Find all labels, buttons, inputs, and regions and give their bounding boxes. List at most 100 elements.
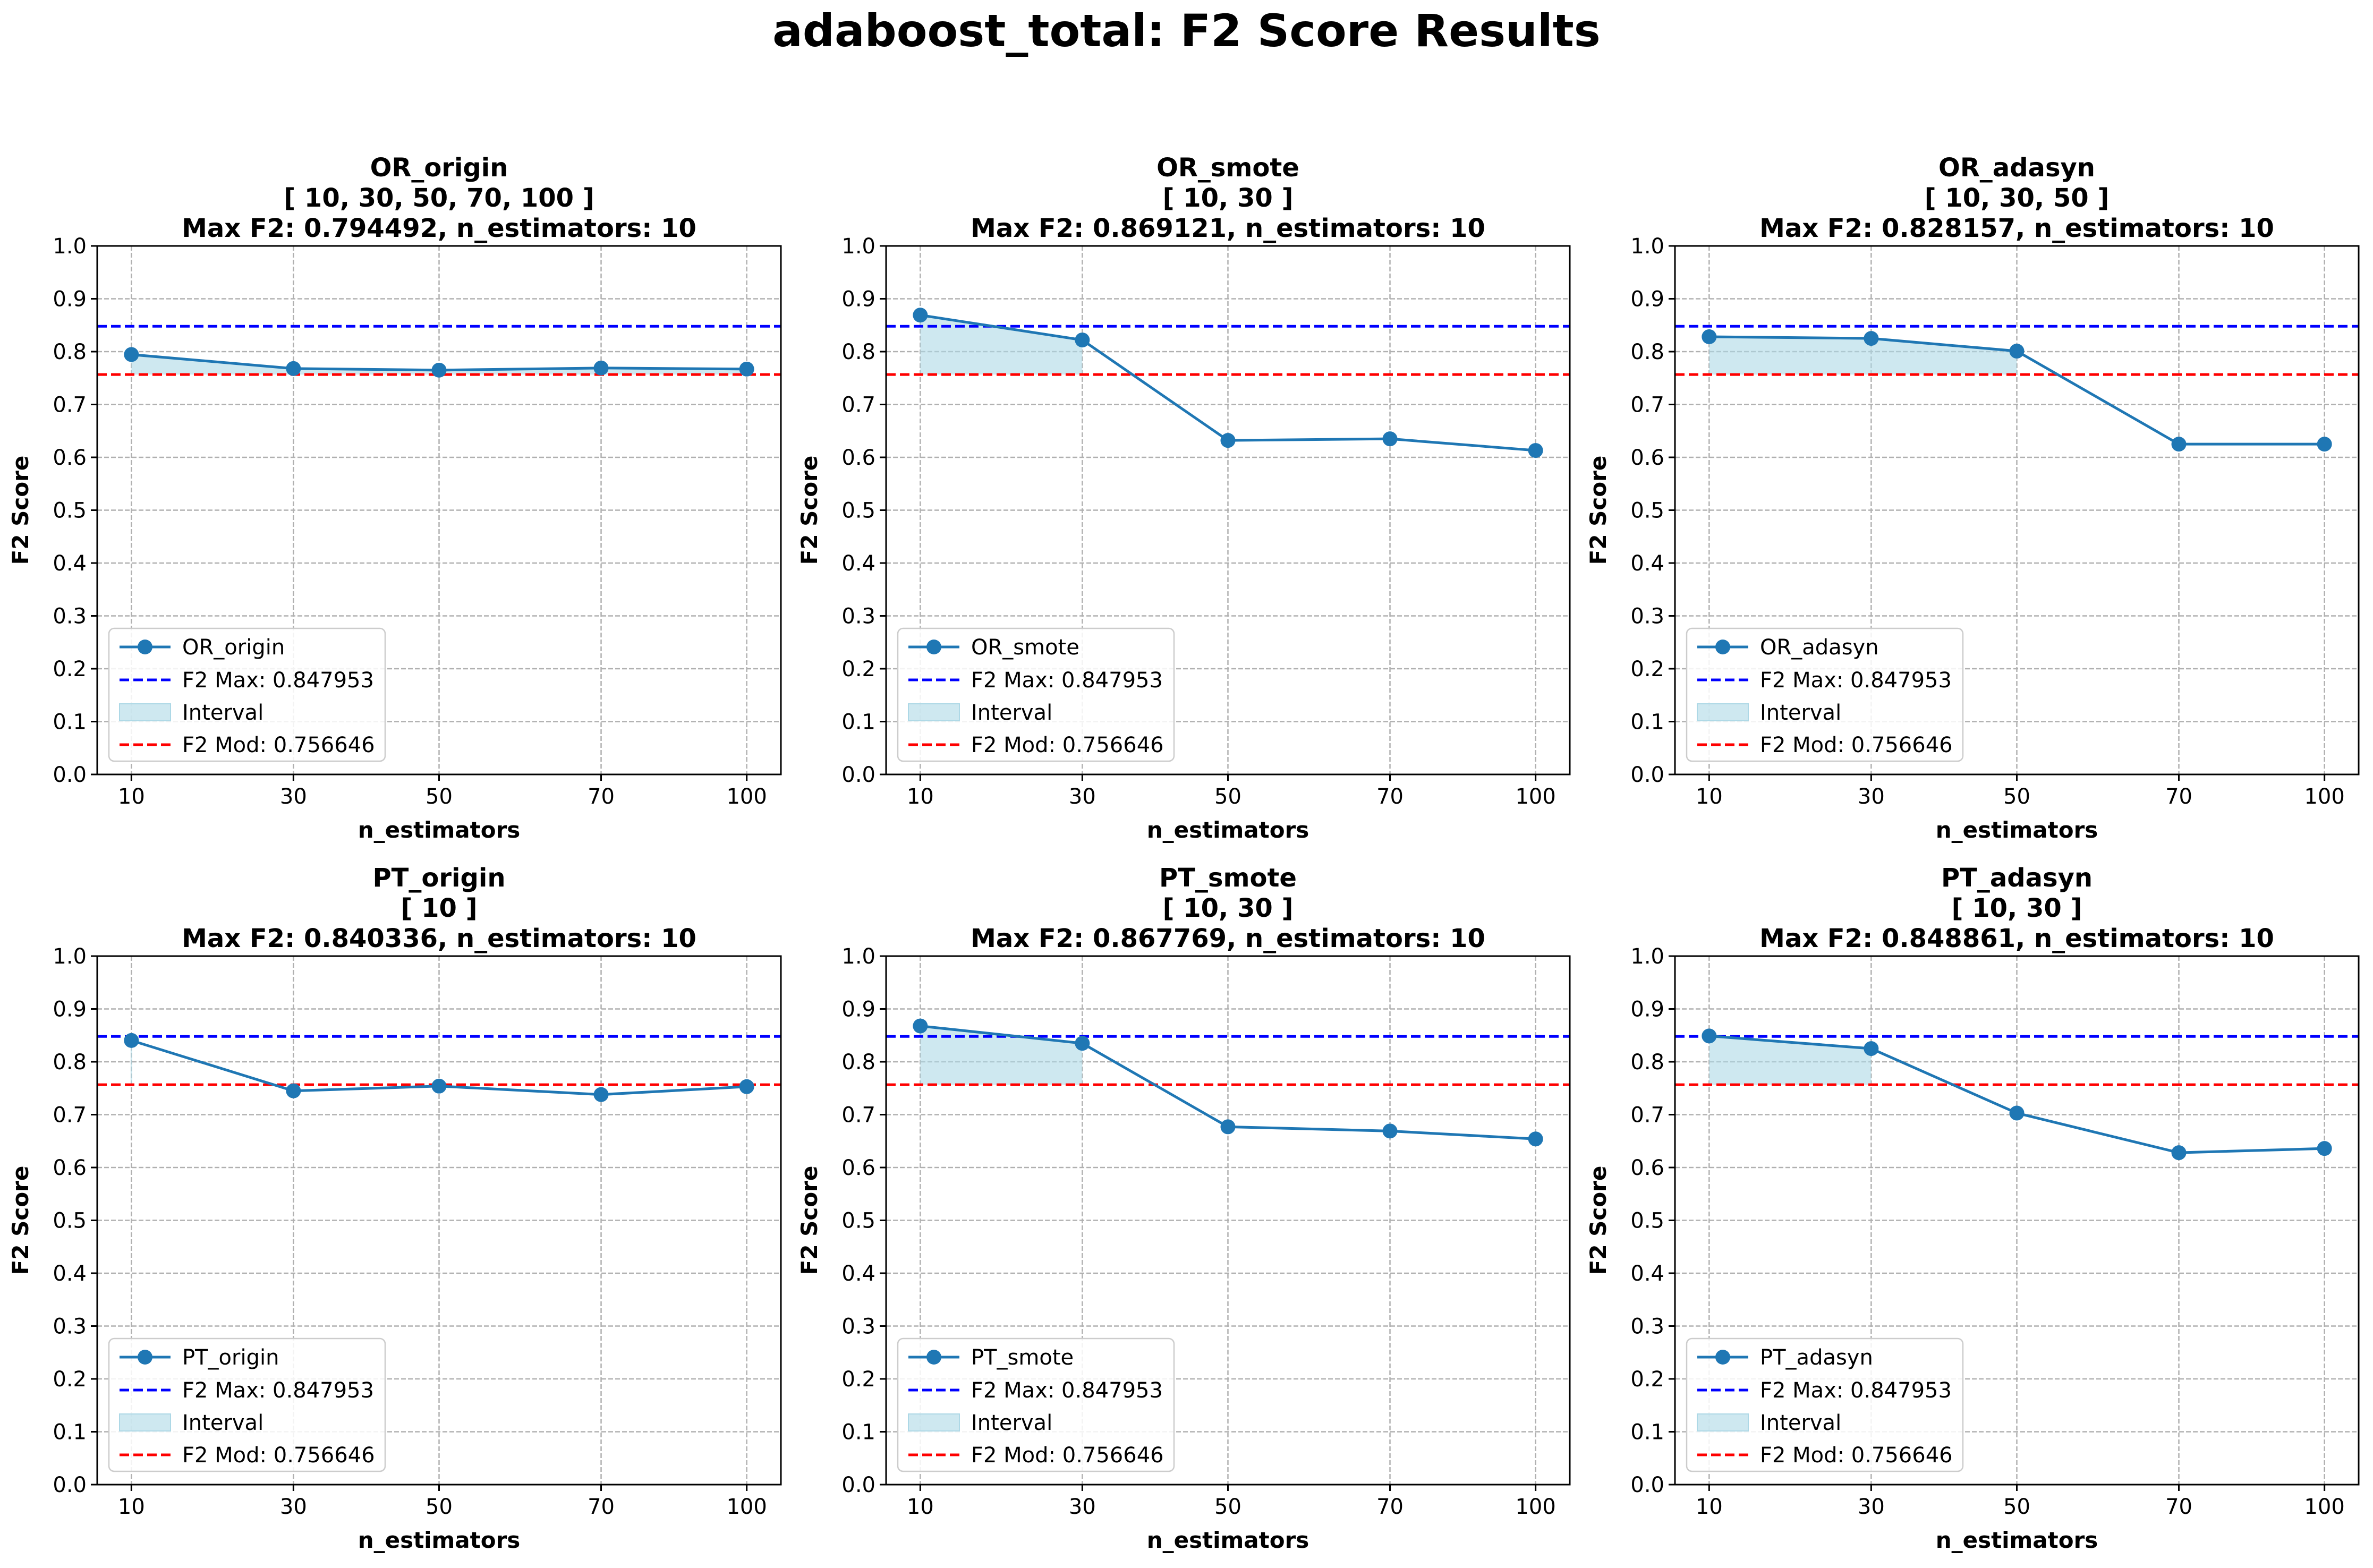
y-tick-label: 0.0 — [1630, 1473, 1664, 1497]
x-tick-label: 10 — [907, 1495, 934, 1519]
y-axis-label: F2 Score — [1585, 1166, 1611, 1275]
legend-f2-mod-label: F2 Mod: 0.756646 — [1760, 1443, 1953, 1468]
legend: OR_origin F2 Max: 0.847953 Interval F2 Mod:… — [108, 627, 386, 762]
legend: PT_adasyn F2 Max: 0.847953 Interval F2 Mod:… — [1686, 1337, 1964, 1472]
subplot-title-line: [ 10, 30 ] — [1163, 183, 1294, 213]
legend-interval-label: Interval — [971, 1411, 1052, 1435]
figure-title: adaboost_total: F2 Score Results — [772, 5, 1601, 57]
data-point — [1528, 443, 1543, 458]
x-tick-label: 10 — [118, 785, 145, 809]
legend-f2-mod-label: F2 Mod: 0.756646 — [1760, 733, 1953, 757]
legend-interval-handle — [908, 703, 960, 721]
x-tick-label: 50 — [2003, 1495, 2030, 1519]
data-point — [1528, 1131, 1543, 1147]
x-axis-label: n_estimators — [1936, 1527, 2098, 1553]
data-point — [913, 1018, 928, 1034]
y-tick-label: 0.5 — [841, 499, 875, 523]
y-axis-label: F2 Score — [796, 456, 822, 565]
subplot-title-line: [ 10, 30, 50, 70, 100 ] — [284, 183, 594, 213]
x-tick-label: 50 — [1214, 785, 1241, 809]
x-tick-label: 30 — [280, 785, 307, 809]
x-tick-label: 70 — [588, 785, 615, 809]
y-tick-label: 0.6 — [1630, 446, 1664, 470]
data-point — [1075, 333, 1090, 348]
y-tick-label: 0.3 — [841, 1315, 875, 1339]
y-tick-label: 0.9 — [841, 287, 875, 312]
y-tick-label: 1.0 — [1630, 234, 1664, 259]
y-tick-label: 0.8 — [841, 1050, 875, 1075]
x-tick-label: 30 — [1069, 1495, 1096, 1519]
legend-series-marker — [1715, 1350, 1730, 1365]
y-tick-label: 0.0 — [53, 1473, 87, 1497]
y-tick-label: 0.6 — [53, 1156, 87, 1180]
legend-series-marker — [138, 640, 152, 654]
subplot-title-line: OR_smote — [1156, 153, 1299, 183]
interval-area — [920, 315, 1083, 375]
x-tick-label: 100 — [2304, 1495, 2344, 1519]
legend: OR_adasyn F2 Max: 0.847953 Interval F2 Mod:… — [1686, 627, 1964, 762]
legend-series-label: PT_smote — [971, 1345, 1074, 1370]
legend-interval-handle — [908, 1413, 960, 1431]
y-tick-label: 0.1 — [1630, 1420, 1664, 1445]
y-tick-label: 0.2 — [53, 657, 87, 681]
legend-interval-label: Interval — [971, 701, 1052, 725]
x-tick-label: 30 — [280, 1495, 307, 1519]
y-tick-label: 1.0 — [841, 944, 875, 969]
x-tick-label: 70 — [1376, 1495, 1404, 1519]
y-tick-label: 0.2 — [841, 657, 875, 681]
x-tick-label: 100 — [726, 1495, 767, 1519]
y-tick-label: 0.8 — [841, 340, 875, 364]
y-tick-label: 1.0 — [53, 944, 87, 969]
interval-area — [920, 1026, 1083, 1085]
subplot-title-line: Max F2: 0.848861, n_estimators: 10 — [1759, 924, 2274, 953]
x-axis-label: n_estimators — [1936, 817, 2098, 843]
subplot-3: OR_adasyn[ 10, 30, 50 ]Max F2: 0.828157,… — [1585, 153, 2360, 843]
legend-series-label: PT_adasyn — [1760, 1345, 1873, 1370]
legend: PT_origin F2 Max: 0.847953 Interval F2 Mod:… — [108, 1337, 386, 1472]
y-tick-label: 0.4 — [1630, 1262, 1664, 1286]
y-tick-label: 0.3 — [53, 1315, 87, 1339]
x-axis-label: n_estimators — [358, 817, 521, 843]
legend-box — [108, 627, 386, 762]
data-point — [1220, 433, 1236, 448]
x-tick-label: 10 — [118, 1495, 145, 1519]
y-tick-label: 0.0 — [841, 1473, 875, 1497]
y-tick-label: 0.8 — [53, 1050, 87, 1075]
y-tick-label: 0.3 — [1630, 604, 1664, 629]
legend-series-label: OR_origin — [182, 635, 285, 660]
data-point — [1075, 1036, 1090, 1051]
data-point — [913, 308, 928, 323]
y-tick-label: 0.9 — [53, 287, 87, 312]
y-tick-label: 0.9 — [1630, 287, 1664, 312]
legend-series-label: OR_smote — [971, 635, 1079, 660]
subplot-1: OR_origin[ 10, 30, 50, 70, 100 ]Max F2: … — [7, 153, 782, 843]
data-point — [124, 347, 139, 362]
data-point — [2317, 1141, 2332, 1156]
subplot-title-line: Max F2: 0.869121, n_estimators: 10 — [971, 214, 1485, 243]
y-axis-label: F2 Score — [7, 456, 33, 565]
legend-f2-max-label: F2 Max: 0.847953 — [1760, 668, 1952, 693]
subplot-2: OR_smote[ 10, 30 ]Max F2: 0.869121, n_es… — [796, 153, 1571, 843]
y-tick-label: 0.8 — [1630, 340, 1664, 364]
subplot-title-line: PT_smote — [1159, 863, 1297, 893]
legend-interval-handle — [1697, 703, 1749, 721]
legend-f2-max-label: F2 Max: 0.847953 — [182, 1378, 374, 1403]
subplot-title-line: Max F2: 0.840336, n_estimators: 10 — [182, 924, 696, 953]
y-tick-label: 0.1 — [841, 710, 875, 735]
y-tick-label: 0.5 — [1630, 499, 1664, 523]
y-tick-label: 0.3 — [841, 604, 875, 629]
legend-f2-mod-label: F2 Mod: 0.756646 — [971, 733, 1164, 757]
y-tick-label: 0.2 — [53, 1367, 87, 1392]
legend-box — [897, 1337, 1175, 1472]
y-tick-label: 0.9 — [1630, 998, 1664, 1022]
y-axis-label: F2 Score — [1585, 456, 1611, 565]
y-tick-label: 0.3 — [53, 604, 87, 629]
subplot-title-line: [ 10, 30 ] — [1952, 893, 2082, 923]
x-tick-label: 50 — [426, 785, 453, 809]
y-tick-label: 0.2 — [1630, 657, 1664, 681]
data-point — [1864, 331, 1879, 346]
data-point — [2009, 344, 2025, 359]
y-tick-label: 0.6 — [841, 446, 875, 470]
y-tick-label: 0.4 — [53, 1262, 87, 1286]
data-point — [2171, 1145, 2187, 1161]
